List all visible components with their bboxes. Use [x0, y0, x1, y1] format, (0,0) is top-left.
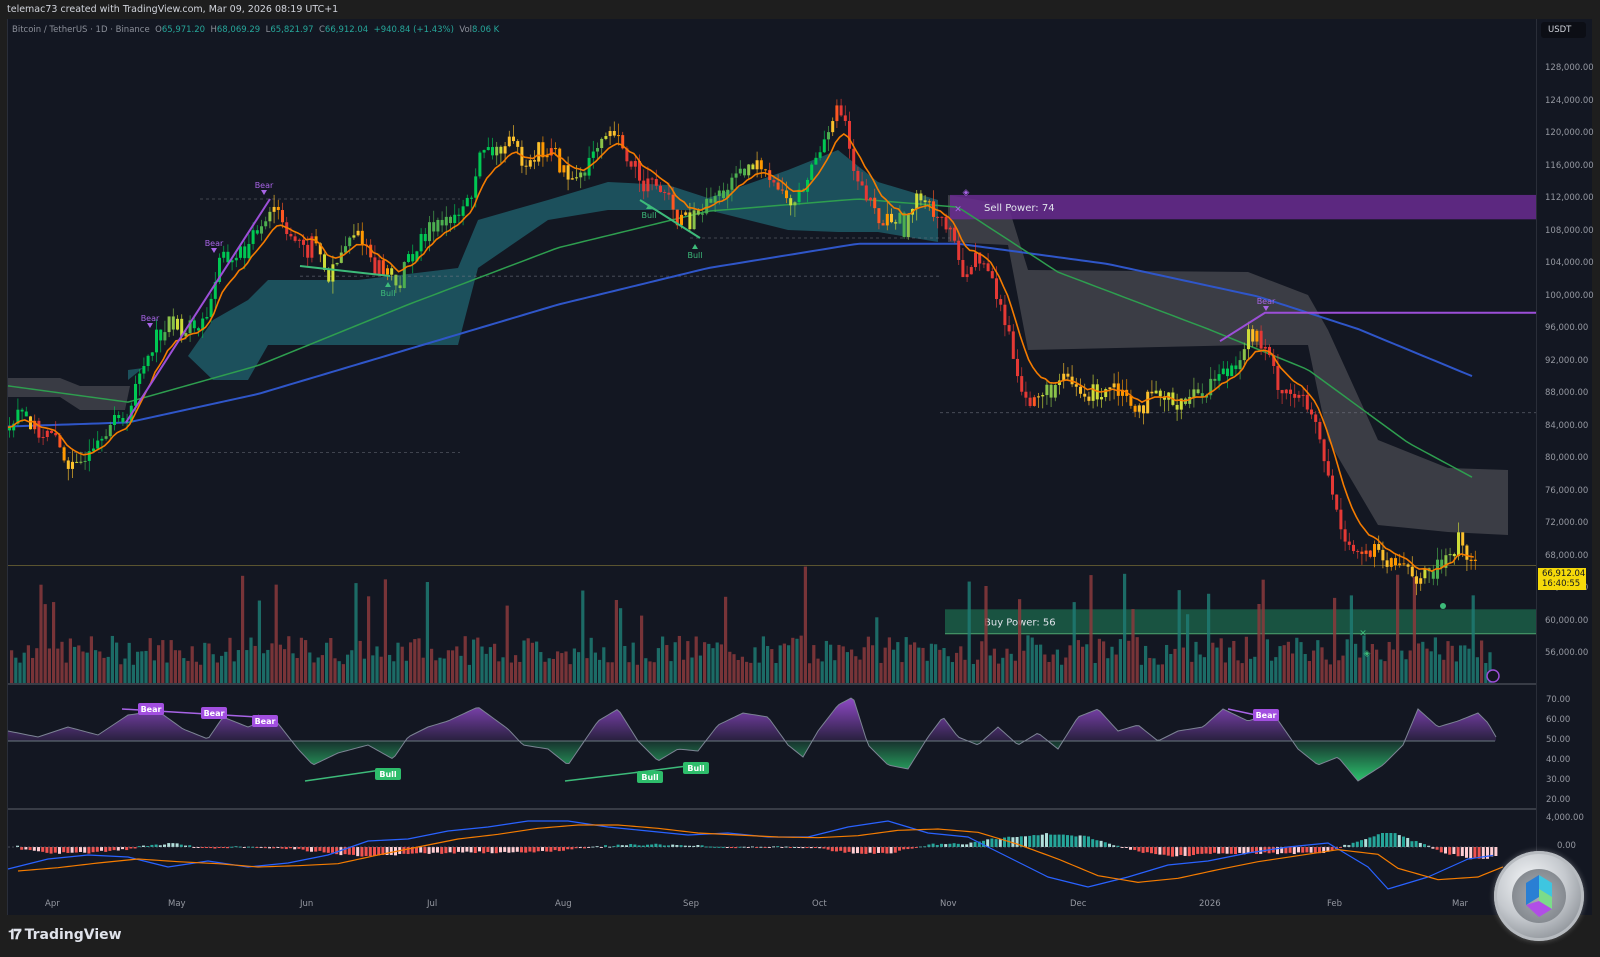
- time-tick: Sep: [683, 899, 700, 909]
- bar-countdown: 16:40:55: [1542, 579, 1581, 589]
- high-value: 68,069.29: [216, 25, 261, 35]
- svg-text:Bear: Bear: [141, 705, 162, 714]
- price-tick: 68,000.00: [1545, 550, 1589, 561]
- top-bar: telemac73 created with TradingView.com, …: [0, 0, 1600, 20]
- price-tick: 116,000.00: [1545, 160, 1594, 171]
- price-tick: 84,000.00: [1545, 420, 1589, 431]
- author-credit: telemac73 created with TradingView.com, …: [7, 4, 339, 15]
- time-tick: Dec: [1070, 899, 1087, 909]
- price-axis-divider: [1536, 19, 1537, 899]
- price-tick: 56,000.00: [1545, 648, 1589, 658]
- svg-text:Bull: Bull: [687, 251, 702, 260]
- tradingview-logo: 𝟏𝟕 TradingView: [8, 927, 122, 943]
- rsi-tick: 70.00: [1546, 695, 1571, 705]
- price-tick: 100,000.00: [1545, 290, 1594, 301]
- price-tick: 60,000.00: [1545, 615, 1589, 626]
- time-tick: Oct: [812, 899, 827, 909]
- price-tick: 76,000.00: [1545, 485, 1589, 496]
- svg-text:Bull: Bull: [380, 289, 395, 298]
- time-tick: Mar: [1452, 899, 1469, 909]
- rsi-tick: 60.00: [1546, 715, 1571, 725]
- price-tick: 80,000.00: [1545, 453, 1589, 463]
- volume-value: 8.06 K: [472, 25, 500, 35]
- symbol-name: Bitcoin / TetherUS · 1D · Binance: [12, 25, 150, 35]
- svg-text:◈: ◈: [963, 188, 970, 198]
- time-tick: 2026: [1199, 899, 1221, 909]
- svg-text:Bear: Bear: [255, 717, 276, 726]
- change-value: +940.84 (+1.43%): [373, 25, 454, 35]
- svg-text:Sell Power: 74: Sell Power: 74: [984, 203, 1055, 214]
- svg-text:Bull: Bull: [641, 211, 656, 220]
- time-tick: Apr: [45, 899, 60, 909]
- macd-tick: 4,000.00: [1546, 813, 1584, 823]
- low-value: 65,821.97: [270, 25, 314, 35]
- brand-name: TradingView: [24, 927, 122, 943]
- price-tick: 124,000.00: [1545, 95, 1594, 106]
- time-tick: Nov: [940, 899, 957, 909]
- buy-power-zone: [945, 609, 1536, 634]
- rsi-tick: 50.00: [1546, 735, 1571, 745]
- time-tick: Feb: [1327, 899, 1343, 909]
- time-tick: Aug: [555, 899, 572, 909]
- last-price: 66,912.04: [1542, 569, 1586, 579]
- svg-text:Bear: Bear: [1257, 297, 1276, 306]
- svg-text:Bull: Bull: [379, 770, 397, 779]
- svg-text:✕: ✕: [1359, 629, 1367, 639]
- price-tick: 108,000.00: [1545, 225, 1594, 236]
- tradingview-mark-icon: 𝟏𝟕: [8, 927, 22, 943]
- price-tick: 88,000.00: [1545, 388, 1589, 398]
- rsi-tick: 40.00: [1546, 755, 1571, 765]
- last-price-tag: 66,912.04 16:40:55: [1538, 568, 1586, 590]
- rsi-tick: 30.00: [1546, 775, 1571, 785]
- svg-text:Bear: Bear: [205, 239, 224, 248]
- time-tick: Jun: [300, 899, 314, 909]
- close-value: 66,912.04: [324, 25, 369, 35]
- svg-text:Bull: Bull: [641, 773, 659, 782]
- macd-tick: 0.00: [1557, 841, 1576, 851]
- price-tick: 96,000.00: [1545, 323, 1589, 333]
- coin-logo-icon: [1494, 851, 1584, 941]
- rsi-tick: 20.00: [1546, 795, 1571, 805]
- price-tick: 104,000.00: [1545, 258, 1594, 268]
- currency-selector[interactable]: USDT: [1541, 22, 1586, 38]
- svg-text:✕: ✕: [954, 205, 962, 215]
- time-tick: May: [168, 899, 186, 909]
- svg-text:Bear: Bear: [204, 709, 225, 718]
- price-tick: 128,000.00: [1545, 63, 1594, 73]
- price-tick: 72,000.00: [1545, 518, 1589, 528]
- time-tick: Jul: [427, 899, 438, 909]
- svg-text:◈: ◈: [1364, 649, 1371, 659]
- price-tick: 120,000.00: [1545, 128, 1594, 138]
- svg-text:Bull: Bull: [687, 764, 705, 773]
- svg-text:Bear: Bear: [1256, 711, 1277, 720]
- price-tick: 92,000.00: [1545, 355, 1589, 366]
- svg-text:Bear: Bear: [141, 314, 160, 323]
- sell-power-zone: [950, 194, 1536, 220]
- symbol-legend: Bitcoin / TetherUS · 1D · Binance O65,97…: [12, 25, 500, 35]
- svg-text:Bear: Bear: [255, 181, 274, 190]
- open-value: 65,971.20: [161, 25, 206, 35]
- price-tick: 112,000.00: [1545, 193, 1594, 203]
